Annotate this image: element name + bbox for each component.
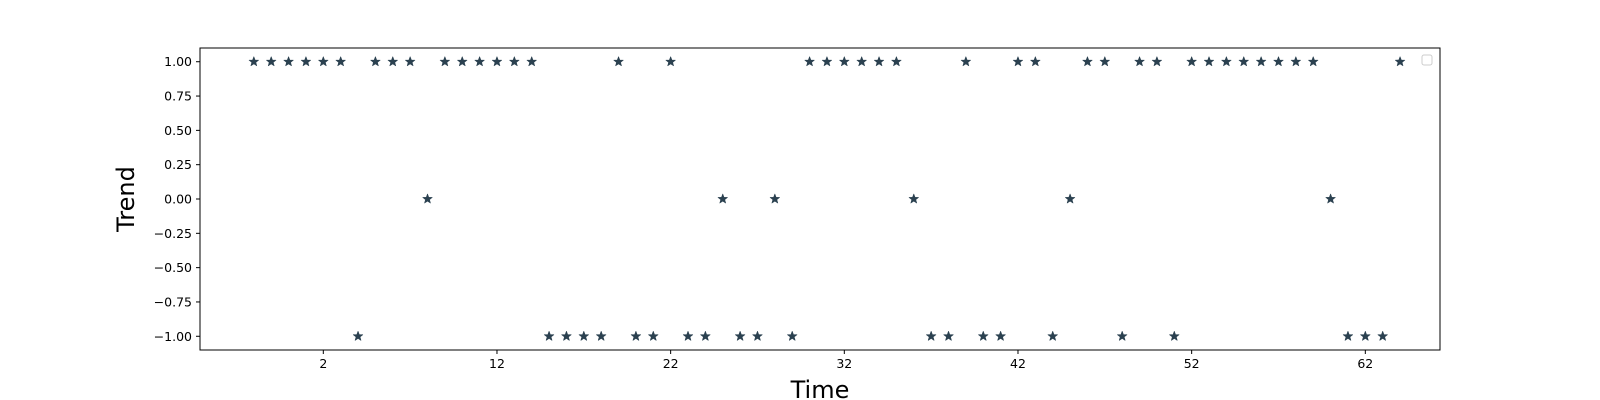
data-point (682, 330, 694, 341)
data-point (561, 330, 572, 341)
data-point (1203, 56, 1215, 67)
data-point (856, 56, 867, 67)
data-point (735, 330, 746, 341)
data-point (1117, 330, 1128, 341)
data-point (457, 56, 468, 67)
data-point (1377, 330, 1388, 341)
data-point (648, 330, 659, 341)
data-point (943, 330, 954, 341)
data-point (1308, 56, 1319, 67)
x-axis-title: Time (790, 376, 850, 400)
data-point (769, 193, 780, 204)
data-point (422, 193, 433, 204)
data-point (1012, 56, 1024, 67)
data-point (978, 330, 989, 341)
data-point (752, 330, 763, 341)
y-tick-label: 0.25 (164, 157, 192, 172)
data-point (1256, 56, 1267, 67)
data-point (926, 330, 937, 341)
data-point (491, 56, 503, 67)
data-point (1395, 56, 1406, 67)
x-tick-label: 62 (1357, 356, 1373, 371)
data-point (544, 330, 555, 341)
data-point (839, 56, 850, 67)
data-point (526, 56, 537, 67)
data-point (1273, 56, 1284, 67)
data-point (821, 56, 832, 67)
data-point (1290, 56, 1301, 67)
data-point (908, 193, 919, 204)
data-point (1030, 56, 1041, 67)
data-point (960, 56, 971, 67)
data-point (439, 56, 450, 67)
y-tick-label: 0.50 (164, 123, 192, 138)
data-point (1082, 56, 1093, 67)
data-point (787, 330, 798, 341)
data-point (891, 56, 902, 67)
y-tick-label: −0.75 (154, 294, 192, 309)
data-point (1360, 330, 1371, 341)
data-point (352, 330, 364, 341)
y-axis-title: Trend (112, 166, 140, 233)
data-point (1047, 330, 1058, 341)
data-point (1134, 56, 1145, 67)
data-point (266, 56, 277, 67)
data-point (1151, 56, 1162, 67)
x-tick-label: 32 (836, 356, 852, 371)
x-tick-label: 22 (663, 356, 679, 371)
data-point (387, 56, 398, 67)
data-point (1221, 56, 1232, 67)
y-tick-label: −0.50 (154, 260, 192, 275)
data-point (995, 330, 1006, 341)
data-point (300, 56, 311, 67)
data-point (405, 56, 416, 67)
x-tick-label: 52 (1184, 356, 1200, 371)
data-point (700, 330, 711, 341)
y-tick-label: −1.00 (154, 329, 192, 344)
x-tick-label: 42 (1010, 356, 1026, 371)
y-tick-label: −0.25 (154, 226, 192, 241)
data-point (596, 330, 607, 341)
data-points (248, 56, 1406, 341)
data-point (1099, 56, 1110, 67)
data-point (318, 56, 329, 67)
data-point (873, 56, 885, 67)
data-point (613, 56, 624, 67)
data-point (474, 56, 485, 67)
y-tick-label: 0.00 (164, 192, 192, 207)
data-point (1169, 330, 1180, 341)
data-point (717, 193, 728, 204)
data-point (335, 56, 346, 67)
x-tick-label: 12 (489, 356, 505, 371)
data-point (630, 330, 641, 341)
data-point (578, 330, 589, 341)
data-point (509, 56, 520, 67)
data-point (1325, 193, 1336, 204)
data-point (370, 56, 381, 67)
data-point (804, 56, 815, 67)
y-tick-label: 1.00 (164, 54, 192, 69)
data-point (1186, 56, 1197, 67)
y-tick-label: 0.75 (164, 89, 192, 104)
data-point (283, 56, 294, 67)
x-tick-label: 2 (319, 356, 327, 371)
data-point (1065, 193, 1076, 204)
data-point (665, 56, 676, 67)
legend-box (1421, 54, 1433, 66)
data-point (248, 56, 259, 67)
data-point (1238, 56, 1249, 67)
data-point (1342, 330, 1354, 341)
y-axis: −1.00 −0.75 −0.50 −0.25 0.00 0.25 0.50 0.75 1.00 (154, 54, 200, 344)
x-axis: 2 12 22 32 42 52 62 (319, 350, 1373, 371)
